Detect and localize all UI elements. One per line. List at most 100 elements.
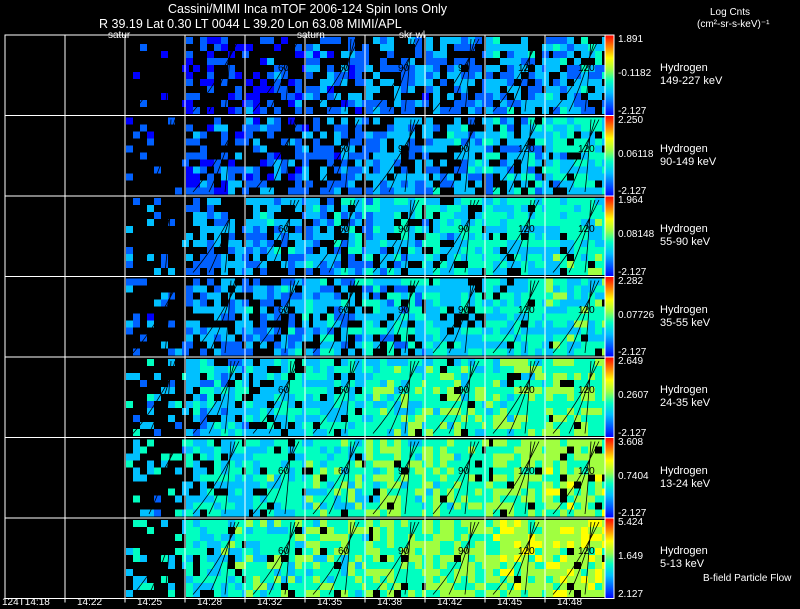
data-pixel [221,58,228,65]
data-pixel [415,534,422,541]
data-pixel [521,219,528,226]
data-pixel [313,446,320,454]
data-pixel [221,219,228,226]
data-pixel [401,124,408,132]
data-pixel [221,254,228,261]
data-pixel [426,292,433,300]
data-pixel [228,408,235,415]
data-pixel [200,380,207,387]
data-pixel [581,569,588,576]
colorbar-mid-label: 0.07726 [618,310,655,321]
data-pixel [186,292,193,300]
data-pixel [433,313,440,321]
data-pixel [193,590,200,597]
pitch-angle-contour [388,199,416,273]
data-pixel [306,247,313,254]
data-pixel [260,79,267,86]
data-pixel [553,219,560,226]
data-pixel [535,268,542,275]
data-pixel [500,93,507,100]
data-pixel [507,145,514,153]
data-pixel [274,247,281,254]
data-pixel [454,124,461,132]
data-pixel [267,569,274,576]
data-pixel [440,180,447,188]
data-pixel [246,166,253,174]
data-pixel [553,527,560,534]
data-pixel [560,387,567,394]
data-pixel [267,460,274,468]
data-pixel [401,502,408,510]
data-pixel [327,327,334,335]
contour-label: 120 [518,305,535,316]
data-pixel [581,348,588,356]
data-pixel [394,509,401,517]
data-pixel [553,520,560,527]
data-pixel [408,534,415,541]
data-pixel [200,467,207,475]
data-pixel [154,299,161,307]
pitch-angle-contour [148,280,176,354]
pitch-angle-contour [252,521,300,595]
data-pixel [560,460,567,468]
data-pixel [500,131,507,139]
colorbar-mid-label: 0.2607 [618,390,649,401]
data-pixel [295,187,302,195]
data-pixel [341,327,348,335]
data-pixel [574,467,581,475]
data-pixel [581,159,588,167]
panel-energy-label: 24-35 keV [660,397,711,409]
data-pixel [440,527,447,534]
data-pixel [295,306,302,314]
data-pixel [507,51,514,58]
data-pixel [253,576,260,583]
data-pixel [415,65,422,72]
data-pixel [560,446,567,454]
data-pixel [267,205,274,212]
data-pixel [493,117,500,125]
data-pixel [528,117,535,125]
pitch-angle-contour [404,521,412,595]
data-pixel [373,159,380,167]
data-pixel [493,65,500,72]
data-pixel [535,86,542,93]
data-pixel [355,467,362,475]
data-pixel [366,460,373,468]
data-pixel [433,285,440,293]
colorbar-mid-label: 0.7404 [618,471,649,482]
data-pixel [207,187,214,195]
data-pixel [260,394,267,401]
data-pixel [334,502,341,510]
data-pixel [528,576,535,583]
data-pixel [581,429,588,436]
data-pixel [440,520,447,527]
data-pixel [433,86,440,93]
data-pixel [560,292,567,300]
data-pixel [500,292,507,300]
data-pixel [161,254,168,261]
data-pixel [528,58,535,65]
data-pixel [567,299,574,307]
data-pixel [327,380,334,387]
data-pixel [334,278,341,286]
data-pixel [366,278,373,286]
data-pixel [334,180,341,188]
data-pixel [175,453,182,461]
data-pixel [320,327,327,335]
data-pixel [426,334,433,342]
data-pixel [493,481,500,489]
data-pixel [433,100,440,107]
data-pixel [193,474,200,482]
data-pixel [588,534,595,541]
data-pixel [493,268,500,275]
data-pixel [535,180,542,188]
data-pixel [440,268,447,275]
data-pixel [348,495,355,503]
data-pixel [267,187,274,195]
data-pixel [514,495,521,503]
data-pixel [560,117,567,125]
data-pixel [468,187,475,195]
data-pixel [433,233,440,240]
data-pixel [447,415,454,422]
data-pixel [387,37,394,44]
